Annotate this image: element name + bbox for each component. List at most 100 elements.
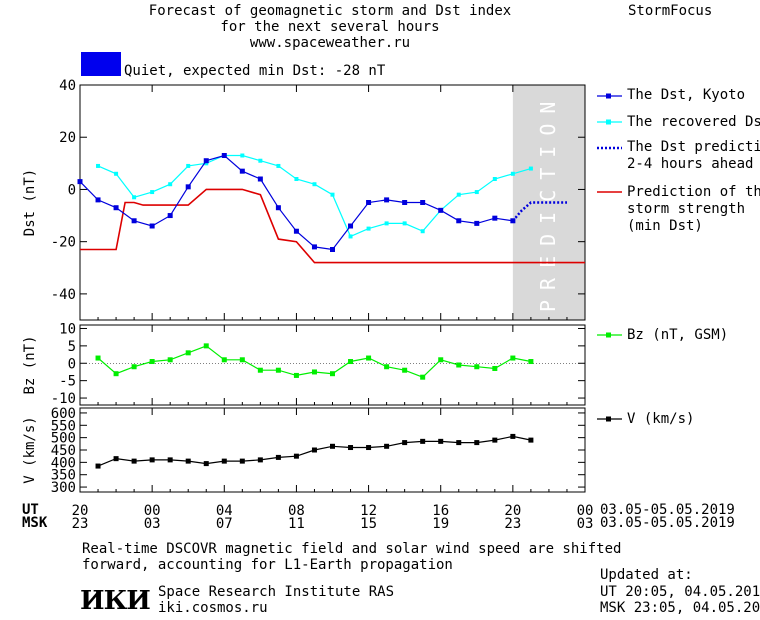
speed-point [113, 456, 119, 462]
legend-v-sample-marker [606, 416, 611, 422]
legend-storm-label-1: Prediction of the [627, 184, 760, 200]
footer-note-line-1: Real-time DSCOVR magnetic field and sola… [82, 541, 622, 557]
y-tick-label-v: 500 [51, 431, 76, 447]
bz-point [167, 357, 173, 363]
msk-tick-label: 19 [432, 516, 449, 532]
legend-recovered-sample-marker [606, 119, 611, 125]
speed-point [384, 443, 390, 449]
msk-row-label: MSK [22, 515, 48, 531]
msk-tick-label: 11 [288, 516, 305, 532]
bz-point [474, 364, 480, 370]
legend-prediction-label-1: The Dst prediction [627, 139, 760, 155]
y-tick-label-v: 550 [51, 418, 76, 434]
legend-dst-label: The Dst, Kyoto [627, 87, 746, 103]
legend-dst-sample-marker [606, 93, 611, 99]
speed-point [203, 461, 209, 467]
recovered-dst-point [384, 221, 389, 226]
y-tick-label-v: 400 [51, 455, 76, 471]
bz-point [402, 367, 408, 373]
dst-kyoto-point [239, 168, 245, 174]
ut-tick-label: 08 [288, 503, 305, 519]
recovered-dst-point [186, 163, 191, 168]
dst-kyoto-point [510, 218, 516, 224]
recovered-dst-line [97, 154, 532, 238]
ut-tick-label: 20 [72, 503, 89, 519]
dst-kyoto-point [456, 218, 462, 224]
legend-prediction-label-2: 2-4 hours ahead [627, 156, 754, 172]
msk-tick-label: 07 [216, 516, 233, 532]
chart-title-url: www.spaceweather.ru [249, 35, 411, 51]
speed-point [131, 458, 137, 464]
recovered-dst-point [402, 221, 407, 226]
ut-date-range: 03.05-05.05.2019 [600, 502, 735, 518]
speed-point [330, 443, 335, 449]
y-tick-label-dst: -20 [51, 235, 76, 251]
dst-kyoto-point [474, 220, 480, 226]
recovered-dst-point [150, 190, 155, 195]
status-label: Quiet, expected min Dst: -28 nT [124, 63, 386, 79]
bz-point [528, 359, 534, 365]
dst-kyoto-point [95, 197, 101, 203]
prediction-band [512, 85, 585, 320]
dst-kyoto-point [420, 200, 426, 205]
legend-storm-label-3: (min Dst) [627, 218, 703, 234]
recovered-dst-point [204, 161, 209, 166]
dst-kyoto-point [492, 215, 498, 221]
recovered-dst-point [132, 195, 137, 200]
updated-label: Updated at: [600, 567, 693, 583]
speed-point [293, 453, 299, 459]
bz-point [275, 367, 281, 373]
y-tick-label-v: 300 [51, 480, 76, 496]
speed-point [311, 447, 317, 453]
y-tick-label-bz: 5 [68, 339, 76, 355]
y-tick-label-bz: -10 [51, 391, 76, 407]
recovered-dst-point [114, 171, 119, 176]
ut-row-label: UT [22, 502, 39, 518]
dst-kyoto-point [131, 218, 137, 224]
recovered-dst-point [348, 234, 353, 239]
recovered-dst-point [528, 166, 533, 171]
recovered-dst-point [420, 229, 425, 234]
bz-point [311, 369, 317, 375]
dst-kyoto-point [113, 205, 119, 211]
legend-bz-label: Bz (nT, GSM) [627, 327, 729, 343]
speed-point [221, 458, 227, 464]
recovered-dst-point [330, 192, 335, 197]
y-tick-label-v: 600 [51, 406, 76, 422]
footer-note-line-2: forward, accounting for L1-Earth propaga… [82, 557, 453, 573]
msk-tick-label: 23 [72, 516, 89, 532]
chart-title-line-1: Forecast of geomagnetic storm and Dst in… [148, 3, 512, 19]
bz-point [420, 374, 426, 380]
speed-point [474, 440, 480, 446]
bz-point [203, 343, 209, 349]
recovered-dst-point [312, 182, 317, 187]
bz-point [293, 372, 299, 378]
dst-kyoto-point [221, 153, 227, 158]
bz-point [113, 371, 119, 377]
bz-point [510, 355, 516, 361]
speed-point [510, 433, 516, 439]
speed-point [456, 440, 462, 446]
dst-kyoto-point [77, 179, 83, 185]
msk-tick-label: 03 [577, 516, 594, 532]
bz-point [185, 350, 191, 356]
speed-point [348, 445, 354, 451]
speed-point [239, 458, 245, 464]
prediction-band-label: PREDICTION [536, 92, 560, 312]
recovered-dst-point [366, 226, 371, 231]
y-tick-label-dst: 20 [59, 130, 76, 146]
y-tick-label-v: 450 [51, 443, 76, 459]
bz-point [149, 359, 155, 365]
bz-point [95, 355, 101, 361]
speed-point [366, 445, 372, 451]
bz-point [239, 357, 245, 363]
dst-kyoto-point [438, 207, 444, 213]
recovered-dst-point [492, 177, 497, 181]
dst-prediction-line [511, 201, 567, 222]
dst-kyoto-point [167, 213, 173, 219]
legend-v-label: V (km/s) [627, 411, 695, 427]
dst-kyoto-line [79, 154, 513, 251]
speed-point [275, 454, 281, 460]
recovered-dst-point [510, 171, 515, 176]
